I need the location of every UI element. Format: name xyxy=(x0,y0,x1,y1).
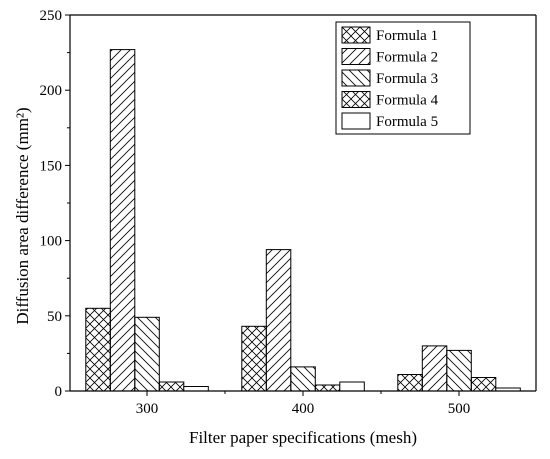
bar-formula-5-300 xyxy=(183,386,209,392)
legend-label-3: Formula 3 xyxy=(376,71,438,87)
x-tick-label-300: 300 xyxy=(136,401,159,417)
bar-formula-4-300 xyxy=(158,381,185,392)
legend-swatch-2 xyxy=(341,48,371,65)
legend-swatch-1 xyxy=(341,26,371,44)
bar-formula-3-400 xyxy=(290,366,316,392)
x-axis-title: Filter paper specifications (mesh) xyxy=(189,428,417,447)
legend-label-2: Formula 2 xyxy=(376,50,438,66)
x-tick-label-400: 400 xyxy=(292,401,315,417)
bar-formula-4-400 xyxy=(314,384,341,392)
bar-formula-3-300 xyxy=(134,316,160,392)
legend-swatch-4 xyxy=(341,91,371,108)
legend: Formula 1 Formula 2 Formula 3 Formula 4 Form… xyxy=(335,21,471,135)
y-tick-label-250: 250 xyxy=(40,8,63,24)
y-axis-title: Diffusion area difference (mm²) xyxy=(13,107,32,324)
legend-swatch-3 xyxy=(341,69,371,87)
legend-label-5: Formula 5 xyxy=(376,114,438,130)
legend-label-1: Formula 1 xyxy=(376,28,438,44)
y-tick-label-0: 0 xyxy=(55,384,63,400)
bars-group xyxy=(85,49,521,392)
bar-formula-2-400 xyxy=(265,249,292,392)
bar-formula-3-500 xyxy=(446,349,472,392)
bar-formula-5-400 xyxy=(339,381,365,392)
legend-swatch-5 xyxy=(341,112,371,130)
y-tick-label-50: 50 xyxy=(47,309,62,325)
y-tick-label-100: 100 xyxy=(40,234,63,250)
y-tick-label-200: 200 xyxy=(40,83,63,99)
y-tick-label-150: 150 xyxy=(40,158,63,174)
bar-formula-1-400 xyxy=(241,325,267,392)
bar-formula-1-300 xyxy=(85,307,111,392)
bar-formula-1-500 xyxy=(397,374,423,392)
bar-formula-2-300 xyxy=(109,49,136,392)
legend-label-4: Formula 4 xyxy=(376,93,439,109)
x-tick-label-500: 500 xyxy=(448,401,471,417)
bar-formula-4-500 xyxy=(470,377,497,392)
bar-formula-2-500 xyxy=(421,345,448,392)
ticks-group: 0 50 100 150 200 250 300 400 500 xyxy=(40,8,471,417)
